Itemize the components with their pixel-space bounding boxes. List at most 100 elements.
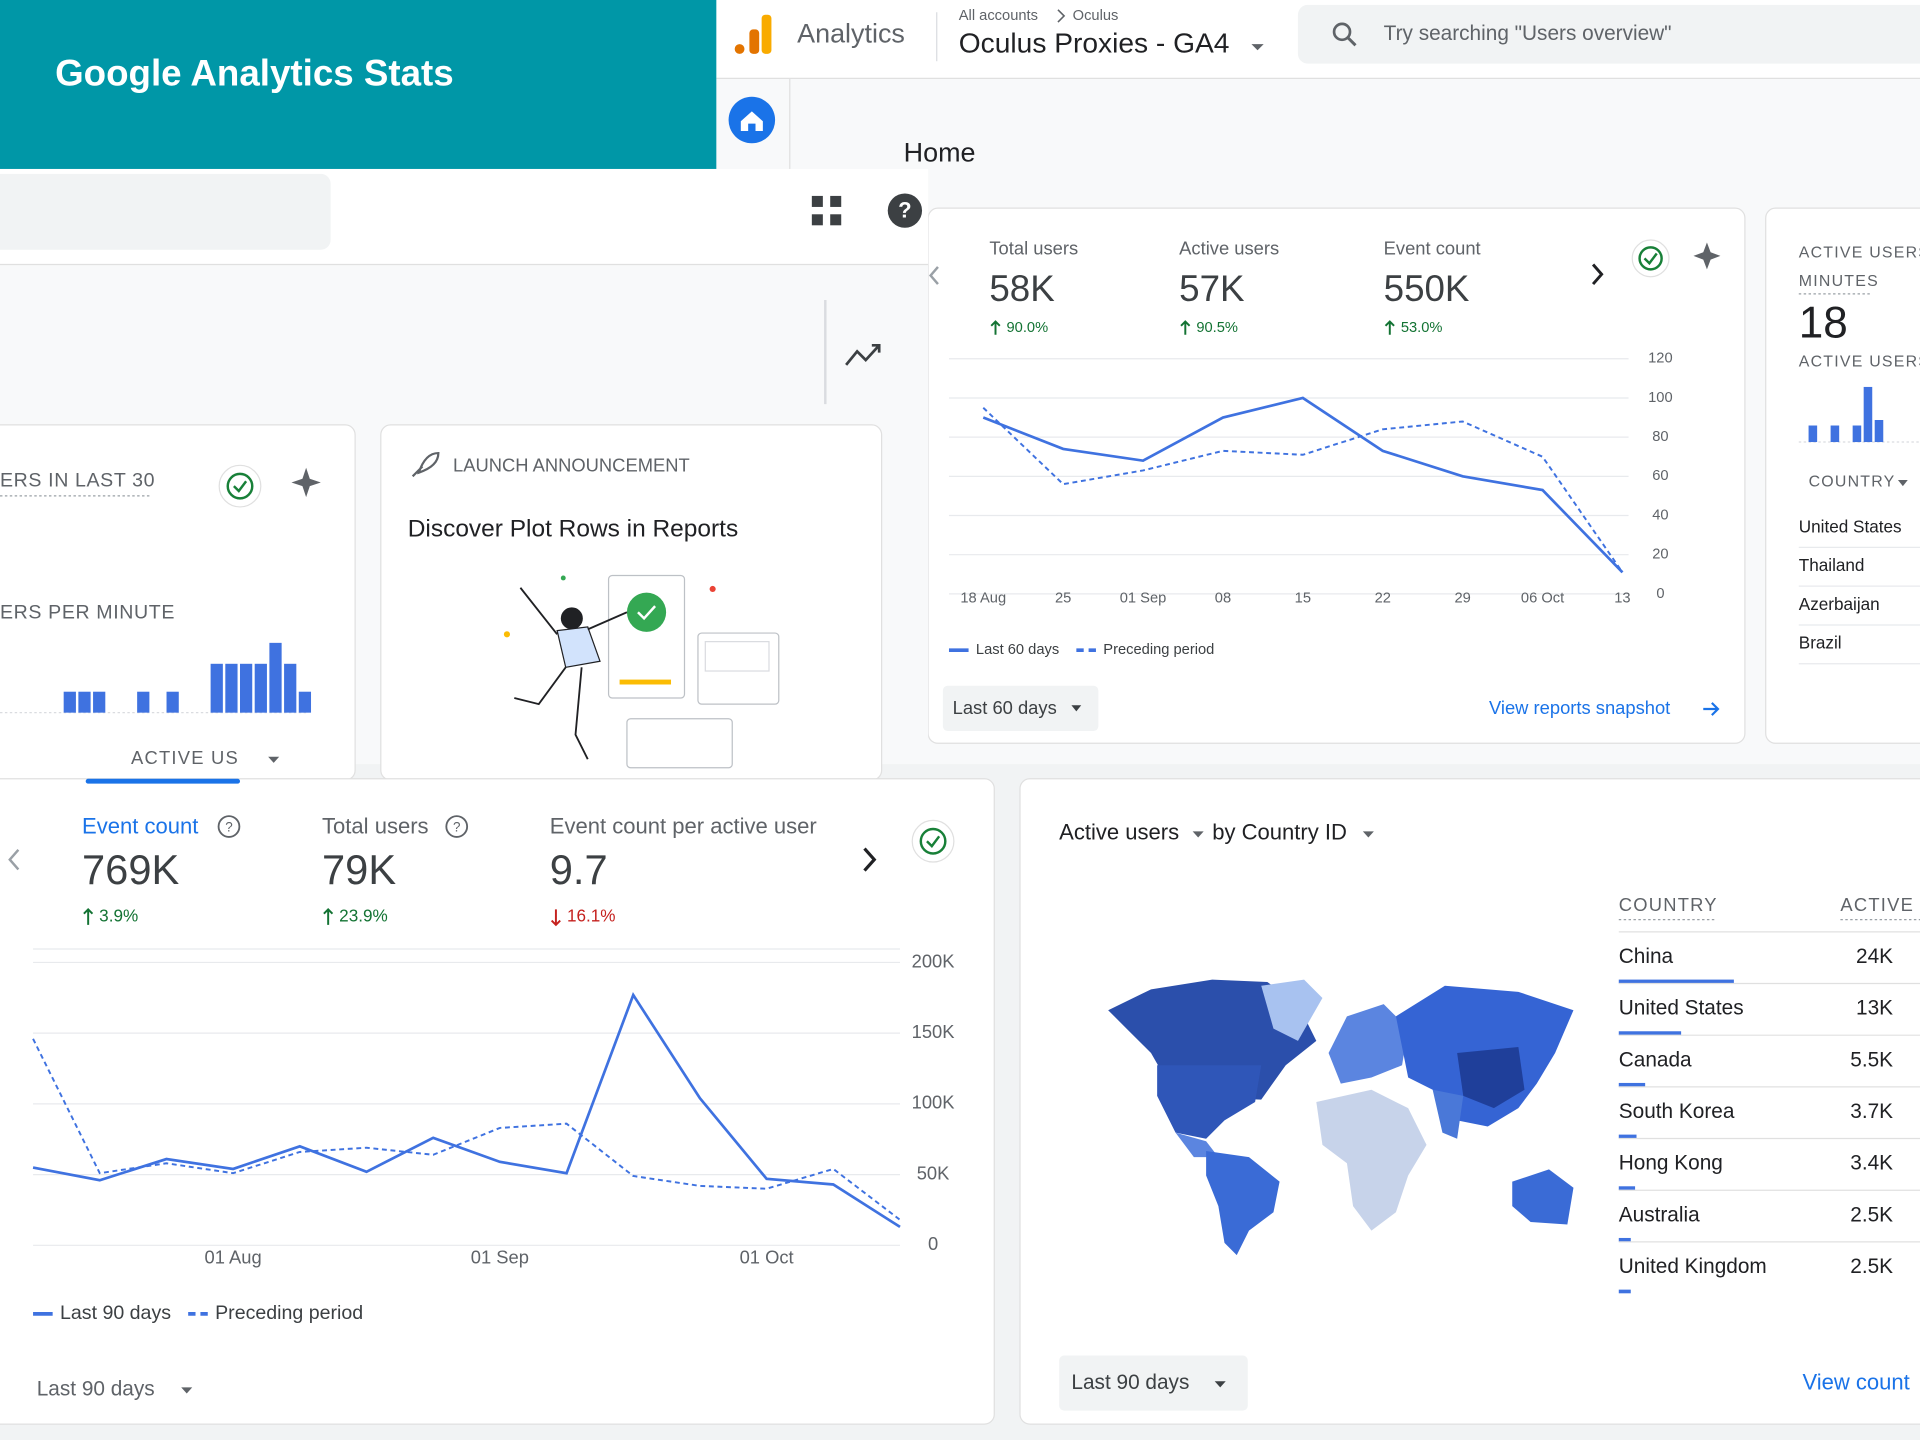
metric-value: 550K [1384, 268, 1470, 309]
date-range[interactable]: Last 60 days [953, 697, 1057, 718]
breadcrumb[interactable]: Oculus [1073, 8, 1119, 24]
column-header[interactable]: COUNTRY [1809, 474, 1896, 491]
trend-arrow [990, 320, 1001, 335]
illustration [503, 574, 780, 769]
metric-name[interactable]: Event count per active user [550, 814, 817, 839]
dropdown-caret [1192, 831, 1204, 838]
bar [254, 663, 267, 713]
x-tick-label: 22 [1375, 591, 1391, 607]
x-tick-label: 01 Oct [740, 1247, 794, 1268]
country-name: Brazil [1799, 633, 1842, 653]
map-region [1432, 1089, 1464, 1139]
insights-icon[interactable] [1693, 242, 1721, 270]
next-arrow[interactable] [863, 847, 877, 872]
bar [1852, 425, 1862, 443]
card-title-dimension[interactable]: by Country ID [1212, 820, 1347, 845]
bar [1808, 425, 1818, 443]
date-range[interactable]: Last 90 days [1071, 1371, 1189, 1394]
country-name: United Kingdom [1619, 1255, 1767, 1278]
country-list: United States Thailand Azerbaijan Brazil [1798, 516, 1920, 665]
series-line [32, 991, 901, 1229]
metric-change: 53.0% [1401, 320, 1443, 336]
trend-icon[interactable] [845, 343, 881, 366]
rocket-icon [411, 451, 440, 478]
help-icon[interactable] [445, 815, 469, 838]
y-tick-label: 120 [1648, 351, 1673, 367]
date-range-button[interactable] [1059, 1355, 1248, 1411]
apps-square [811, 214, 823, 226]
metric-name[interactable]: Event count [1384, 238, 1481, 259]
check-badge [911, 819, 955, 863]
x-tick-label: 29 [1454, 591, 1470, 607]
realtime-card [1765, 207, 1920, 744]
bar [1618, 1134, 1637, 1139]
bar [269, 642, 282, 713]
card-title-metric[interactable]: Active users [1059, 820, 1179, 845]
apps-square [830, 195, 842, 207]
y-tick-label: 100K [912, 1092, 956, 1113]
world-map [1108, 979, 1574, 1256]
property-name[interactable]: Oculus Proxies - GA4 [959, 28, 1230, 59]
help-icon[interactable] [217, 815, 241, 838]
metric-change: 23.9% [339, 906, 388, 926]
metric-name[interactable]: Total users [989, 238, 1078, 259]
metric-name[interactable]: Active users [1179, 238, 1279, 259]
confetti [709, 585, 716, 593]
bar [1618, 979, 1734, 984]
product-name: Analytics [797, 19, 905, 49]
bar [284, 663, 297, 713]
metric-name[interactable]: Total users [322, 814, 429, 839]
legend-label: Preceding period [1103, 642, 1214, 658]
check-badge [1631, 239, 1670, 278]
analytics-logo [734, 14, 772, 54]
date-range-button[interactable] [942, 685, 1099, 732]
event-card [0, 778, 995, 1425]
x-tick-label: 01 Sep [1120, 591, 1167, 607]
help-icon[interactable] [887, 193, 923, 228]
apps-icon[interactable] [811, 195, 842, 226]
logo-bar [761, 14, 772, 54]
property-caret[interactable] [1251, 44, 1264, 51]
x-tick-label: 25 [1055, 591, 1071, 607]
bar [1618, 1186, 1636, 1190]
illustration-badge [626, 592, 667, 632]
dropdown-caret [1071, 705, 1082, 712]
y-tick-label: 0 [928, 1233, 938, 1254]
view-countries-link[interactable]: View count [1802, 1370, 1909, 1395]
x-tick-label: 01 Aug [205, 1247, 262, 1268]
apps-square [811, 195, 823, 207]
map-region [1316, 1089, 1427, 1231]
breadcrumb[interactable]: All accounts [959, 8, 1038, 24]
search-box[interactable] [1297, 4, 1920, 64]
view-reports-link[interactable]: View reports snapshot [1489, 697, 1670, 718]
dropdown-caret [268, 756, 280, 763]
bar [1830, 425, 1840, 443]
active-users-value: 3.4K [1850, 1152, 1893, 1175]
y-tick-label: 50K [917, 1162, 950, 1183]
country-name: South Korea [1619, 1100, 1735, 1123]
series-line [982, 407, 1624, 573]
help-glyph: ? [898, 198, 911, 223]
search-placeholder: Try searching "Users overview" [1384, 22, 1672, 45]
bar [1618, 1237, 1631, 1242]
next-arrow[interactable] [1591, 263, 1604, 286]
person-legs [514, 666, 589, 760]
column-header[interactable]: ACTIVE US [131, 747, 239, 768]
y-tick-label: 150K [912, 1021, 956, 1042]
dropdown-caret [1362, 831, 1374, 838]
bar [166, 691, 179, 713]
overlay-search[interactable] [0, 173, 331, 250]
prev-arrow[interactable] [928, 266, 939, 285]
date-range[interactable]: Last 90 days [37, 1377, 155, 1400]
breadcrumb-separator [1057, 9, 1066, 23]
metric-value: 769K [82, 846, 179, 893]
check-badge [218, 464, 262, 508]
insights-icon[interactable] [291, 467, 321, 498]
country-name: Canada [1619, 1048, 1692, 1071]
help-glyph: ? [225, 819, 232, 834]
x-tick-label: 01 Sep [471, 1247, 529, 1268]
metric-name[interactable]: Event count [82, 814, 198, 839]
confetti [503, 631, 510, 638]
prev-arrow[interactable] [8, 848, 20, 871]
